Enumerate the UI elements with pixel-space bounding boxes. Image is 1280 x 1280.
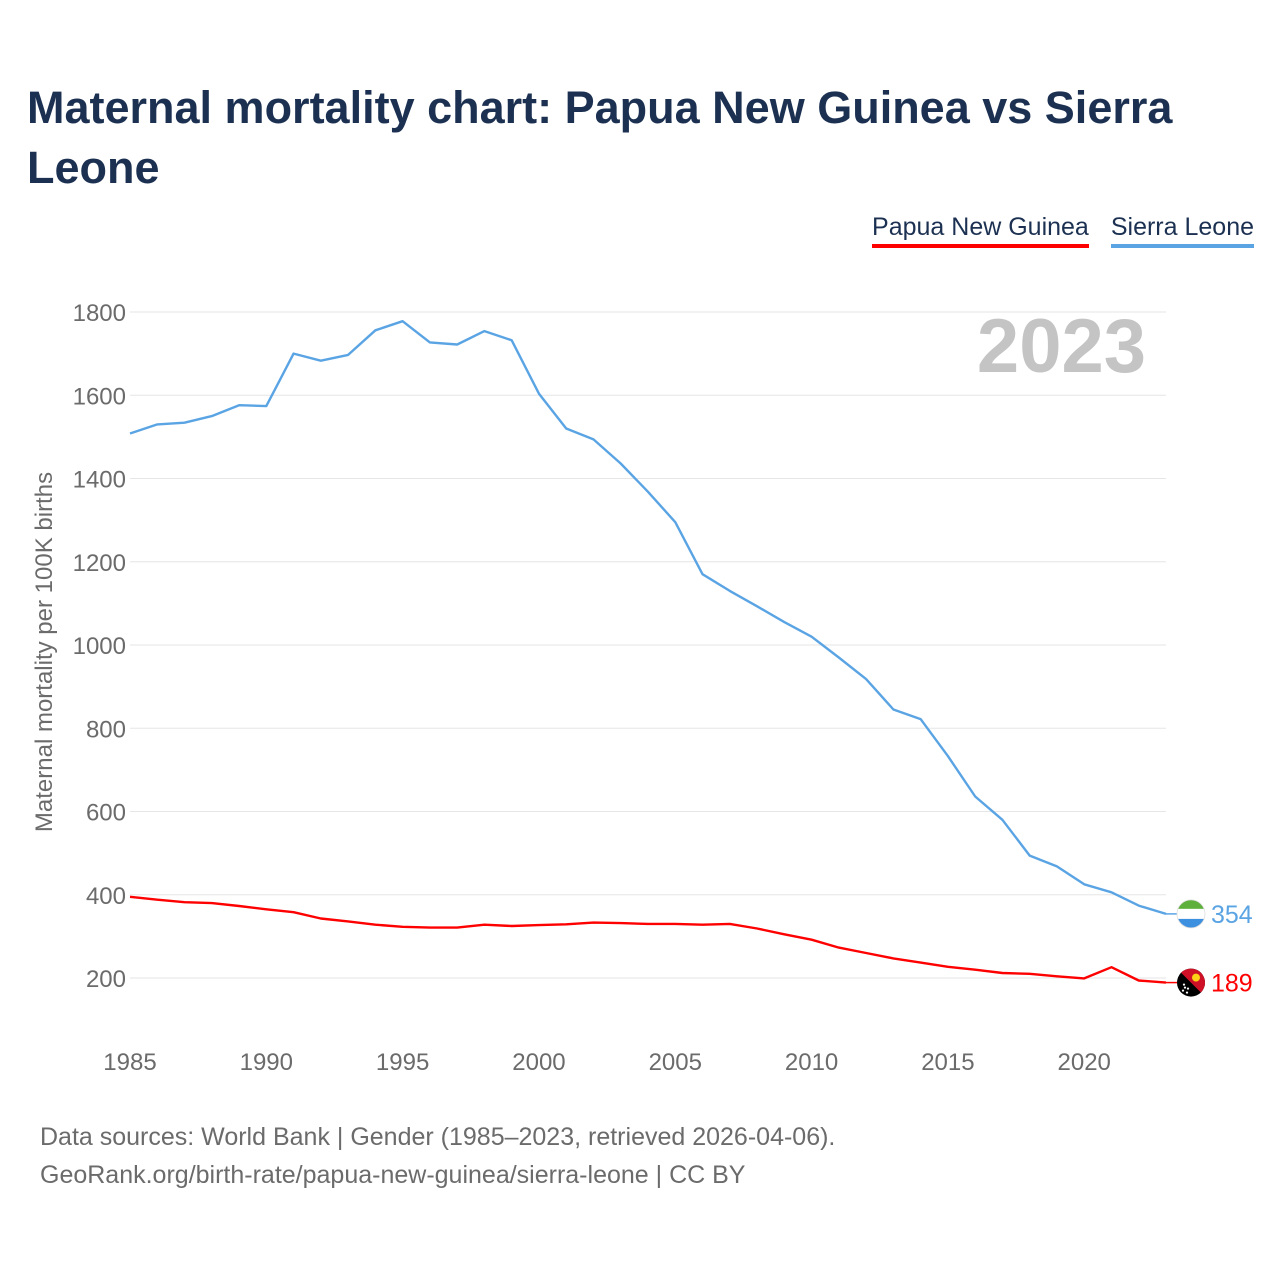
y-tick-label: 600: [86, 800, 126, 827]
y-tick-label: 1400: [73, 467, 126, 494]
data-source-note: Data sources: World Bank | Gender (1985–…: [40, 1123, 836, 1151]
y-tick-label: 200: [86, 966, 126, 993]
legend: Papua New Guinea Sierra Leone: [872, 213, 1254, 248]
gridlines: [130, 311, 1166, 979]
x-tick-label: 2005: [649, 1049, 702, 1076]
y-tick-label: 1600: [73, 383, 126, 410]
series-line-papua-new-guinea: [129, 895, 1167, 984]
sierra-leone-end-value: 354: [1211, 901, 1253, 929]
y-tick-label: 1800: [73, 300, 126, 327]
y-tick-label: 1000: [73, 633, 126, 660]
x-tick-labels: 1985 1990 1995 2000 2005 2010 2015 2020: [103, 1049, 1111, 1076]
chart-title: Maternal mortality chart: Papua New Guin…: [27, 82, 1173, 193]
y-tick-label: 1200: [73, 550, 126, 577]
legend-item-sierra-leone[interactable]: Sierra Leone: [1110, 213, 1254, 248]
y-tick-label: 400: [86, 883, 126, 910]
y-tick-label: 800: [86, 716, 126, 743]
legend-item-papua-new-guinea[interactable]: Papua New Guinea: [872, 213, 1089, 248]
series-line-sierra-leone: [129, 320, 1167, 916]
x-tick-label: 2010: [785, 1049, 838, 1076]
footer: Data sources: World Bank | Gender (1985–…: [40, 1118, 835, 1194]
y-axis-label: Maternal mortality per 100K births: [31, 472, 58, 832]
x-tick-label: 1990: [240, 1049, 293, 1076]
year-watermark: 2023: [977, 304, 1146, 389]
y-tick-labels: 200 400 600 800 1000 1200 1400 1600 1800: [73, 300, 126, 993]
source-url: GeoRank.org/birth-rate/papua-new-guinea/…: [40, 1161, 746, 1189]
x-tick-label: 1995: [376, 1049, 429, 1076]
papua-new-guinea-flag-icon: [1177, 968, 1205, 997]
line-chart: 200 400 600 800 1000 1200 1400 1600 1800 1985 199…: [31, 300, 1253, 1076]
series-lines: [129, 320, 1167, 984]
papua-new-guinea-end-value: 189: [1211, 970, 1253, 998]
x-tick-label: 2020: [1058, 1049, 1111, 1076]
series-end-markers: 354 189: [1166, 899, 1253, 998]
sierra-leone-flag-icon: [1176, 899, 1206, 929]
x-tick-label: 2015: [921, 1049, 974, 1076]
x-tick-label: 2000: [512, 1049, 565, 1076]
x-tick-label: 1985: [103, 1049, 156, 1076]
